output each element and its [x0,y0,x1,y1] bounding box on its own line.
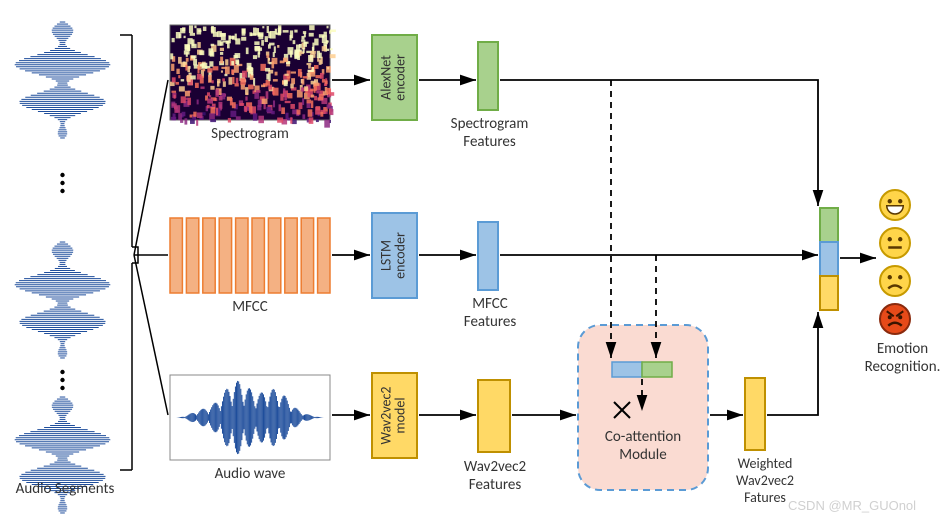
watermark: CSDN @MR_GUOnol [788,498,916,513]
weighted-wav2vec-features [745,378,765,450]
svg-text:AlexNetencoder: AlexNetencoder [378,54,409,101]
label-audio-segments: Audio Segments [0,480,130,498]
wav2vec-features [478,380,510,452]
spectrogram-features [478,42,498,110]
mfcc-features [478,222,498,290]
alexnet-encoder: AlexNetencoder [372,35,417,120]
emoji-angry [880,304,910,334]
wav2vec-model: Wav2vec2model [372,373,417,458]
label-audio-wave: Audio wave [170,465,330,483]
mfcc-bars [170,218,330,293]
label-coattention: Co-attention Module [588,428,698,464]
label-emotion: Emotion Recognition. [855,340,950,376]
concat-green [820,208,838,242]
lstm-encoder: LSTMencoder [372,213,417,298]
emoji-frown [880,266,910,296]
emoji-neutral [880,228,910,258]
label-mfcc-features: MFCC Features [440,295,540,331]
spectrogram-image [170,25,336,128]
audio-blob [15,20,111,140]
coattention-module [578,325,708,490]
label-spectrogram: Spectrogram [170,125,330,143]
concat-blue [820,242,838,276]
label-spec-features: Spectrogram Features [432,115,547,151]
concat-yellow [820,276,838,310]
audio-wave-box [170,375,330,460]
emoji-grin [880,190,910,220]
diagram-canvas: AlexNetencoder LSTMencoder Wav2vec2model [0,0,950,519]
label-wav2vec-features: Wav2vec2 Features [440,458,550,494]
label-mfcc: MFCC [170,298,330,316]
audio-blob [15,240,111,360]
